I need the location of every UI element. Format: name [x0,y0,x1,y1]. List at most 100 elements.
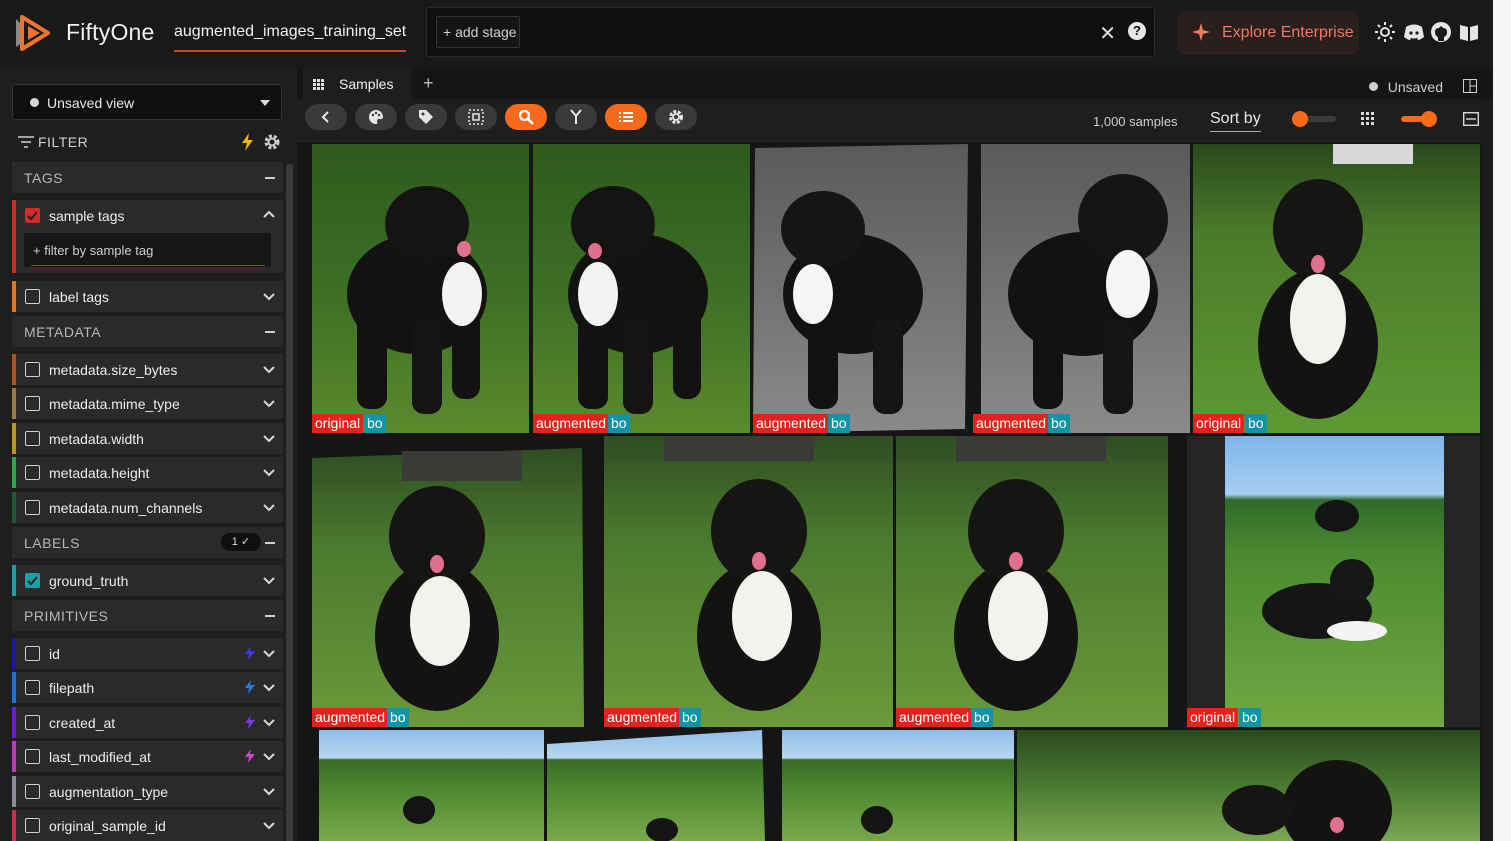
labels-section-header[interactable]: LABELS 1 ✓ [12,527,283,558]
lightning-icon[interactable] [245,646,255,660]
github-icon[interactable] [1430,21,1452,43]
collapse-icon[interactable] [265,615,275,617]
chevron-down-icon[interactable] [263,681,275,693]
label-tags-checkbox[interactable] [25,289,40,304]
chevron-down-icon[interactable] [263,647,275,659]
sample-tile[interactable]: original bo [312,144,529,433]
lightning-icon[interactable] [245,749,255,763]
media-slider-track[interactable] [1296,116,1336,122]
tags-section-header[interactable]: TAGS [12,162,283,193]
field-checkbox[interactable] [25,818,40,833]
sort-by-selector[interactable]: Sort by [1210,110,1261,132]
sample-tag-filter-input[interactable]: + filter by sample tag [24,233,271,267]
clear-stages-icon[interactable]: ✕ [1099,23,1116,45]
field-checkbox[interactable] [25,715,40,730]
view-selector[interactable]: Unsaved view [12,84,282,120]
label-tags-field[interactable]: label tags [12,281,283,312]
field-checkbox[interactable] [25,431,40,446]
zoom-slider-track[interactable] [1401,116,1433,122]
field-checkbox[interactable] [25,646,40,661]
primitive-field[interactable]: original_sample_id [12,810,283,841]
chevron-down-icon[interactable] [263,397,275,409]
sample-tags-field[interactable]: sample tags [12,200,283,231]
add-stage-button[interactable]: + add stage [436,16,520,48]
sample-tile[interactable]: original bo [1187,436,1480,727]
chevron-down-icon[interactable] [263,432,275,444]
primitive-field[interactable]: id [12,638,283,669]
field-checkbox[interactable] [25,465,40,480]
docs-icon[interactable] [1458,21,1480,43]
sample-tile[interactable] [1017,730,1480,841]
metadata-field[interactable]: metadata.mime_type [12,388,283,419]
sort-by-similarity-button[interactable] [555,104,597,130]
sample-tile[interactable]: original bo [1193,144,1480,433]
metadata-field[interactable]: metadata.width [12,423,283,454]
sample-tile[interactable] [547,730,779,841]
patches-button[interactable] [455,104,497,130]
chevron-down-icon[interactable] [263,363,275,375]
primitives-section-header[interactable]: PRIMITIVES [12,600,283,631]
sample-tile[interactable] [782,730,1014,841]
add-panel-icon[interactable]: + [423,73,434,93]
fiftyone-logo-icon[interactable] [12,13,52,53]
field-checkbox[interactable] [25,573,40,588]
gear-icon[interactable] [263,133,281,151]
field-checkbox[interactable] [25,396,40,411]
field-checkbox[interactable] [25,500,40,515]
fullscreen-icon[interactable] [1463,112,1479,126]
metadata-field[interactable]: metadata.height [12,457,283,488]
field-checkbox[interactable] [25,784,40,799]
chevron-down-icon[interactable] [263,501,275,513]
chevron-down-icon[interactable] [263,750,275,762]
field-checkbox[interactable] [25,362,40,377]
primitive-field[interactable]: created_at [12,707,283,738]
chevron-up-icon[interactable] [263,209,275,221]
view-stage-bar[interactable]: + add stage ✕ ? [426,7,1155,57]
grid-size-icon[interactable] [1361,112,1375,126]
primitive-field[interactable]: augmentation_type [12,776,283,807]
explore-enterprise-button[interactable]: Explore Enterprise [1177,11,1359,55]
field-checkbox[interactable] [25,749,40,764]
sidebar-scrollbar[interactable] [286,164,293,841]
sample-tile[interactable]: augmented bo [973,144,1190,433]
help-icon[interactable]: ? [1128,22,1146,40]
sample-tile[interactable] [319,730,544,841]
sample-tile[interactable]: augmented bo [312,436,600,727]
color-scheme-button[interactable] [355,104,397,130]
metadata-field[interactable]: metadata.size_bytes [12,354,283,385]
sample-tile[interactable]: augmented bo [533,144,750,433]
label-field[interactable]: ground_truth [12,565,283,596]
chevron-down-icon[interactable] [263,574,275,586]
split-panel-icon[interactable] [1463,79,1477,93]
chevron-down-icon[interactable] [263,716,275,728]
grid-scrollbar[interactable] [1481,99,1493,841]
sample-tile[interactable]: augmented bo [604,436,893,727]
collapse-icon[interactable] [265,331,275,333]
list-view-button[interactable] [605,104,647,130]
back-button[interactable] [305,104,347,130]
brightness-icon[interactable] [1374,21,1396,43]
brand-name[interactable]: FiftyOne [66,19,155,45]
dataset-selector[interactable]: augmented_images_training_set [174,23,407,52]
similarity-search-button[interactable] [505,104,547,130]
lightning-icon[interactable] [242,133,253,151]
tag-button[interactable] [405,104,447,130]
collapse-icon[interactable] [265,177,275,179]
sample-tile[interactable]: augmented bo [753,144,970,433]
lightning-icon[interactable] [245,715,255,729]
chevron-down-icon[interactable] [263,290,275,302]
chevron-down-icon[interactable] [263,466,275,478]
discord-icon[interactable] [1403,21,1425,43]
sample-tags-checkbox[interactable] [25,208,40,223]
tab-samples[interactable]: Samples [303,68,411,99]
lightning-icon[interactable] [245,680,255,694]
zoom-slider-knob[interactable] [1421,111,1437,127]
metadata-field[interactable]: metadata.num_channels [12,492,283,523]
chevron-down-icon[interactable] [263,785,275,797]
primitive-field[interactable]: last_modified_at [12,741,283,772]
labels-count-badge[interactable]: 1 ✓ [221,533,261,551]
settings-button[interactable] [655,104,697,130]
collapse-icon[interactable] [265,542,275,544]
metadata-section-header[interactable]: METADATA [12,316,283,347]
field-checkbox[interactable] [25,680,40,695]
